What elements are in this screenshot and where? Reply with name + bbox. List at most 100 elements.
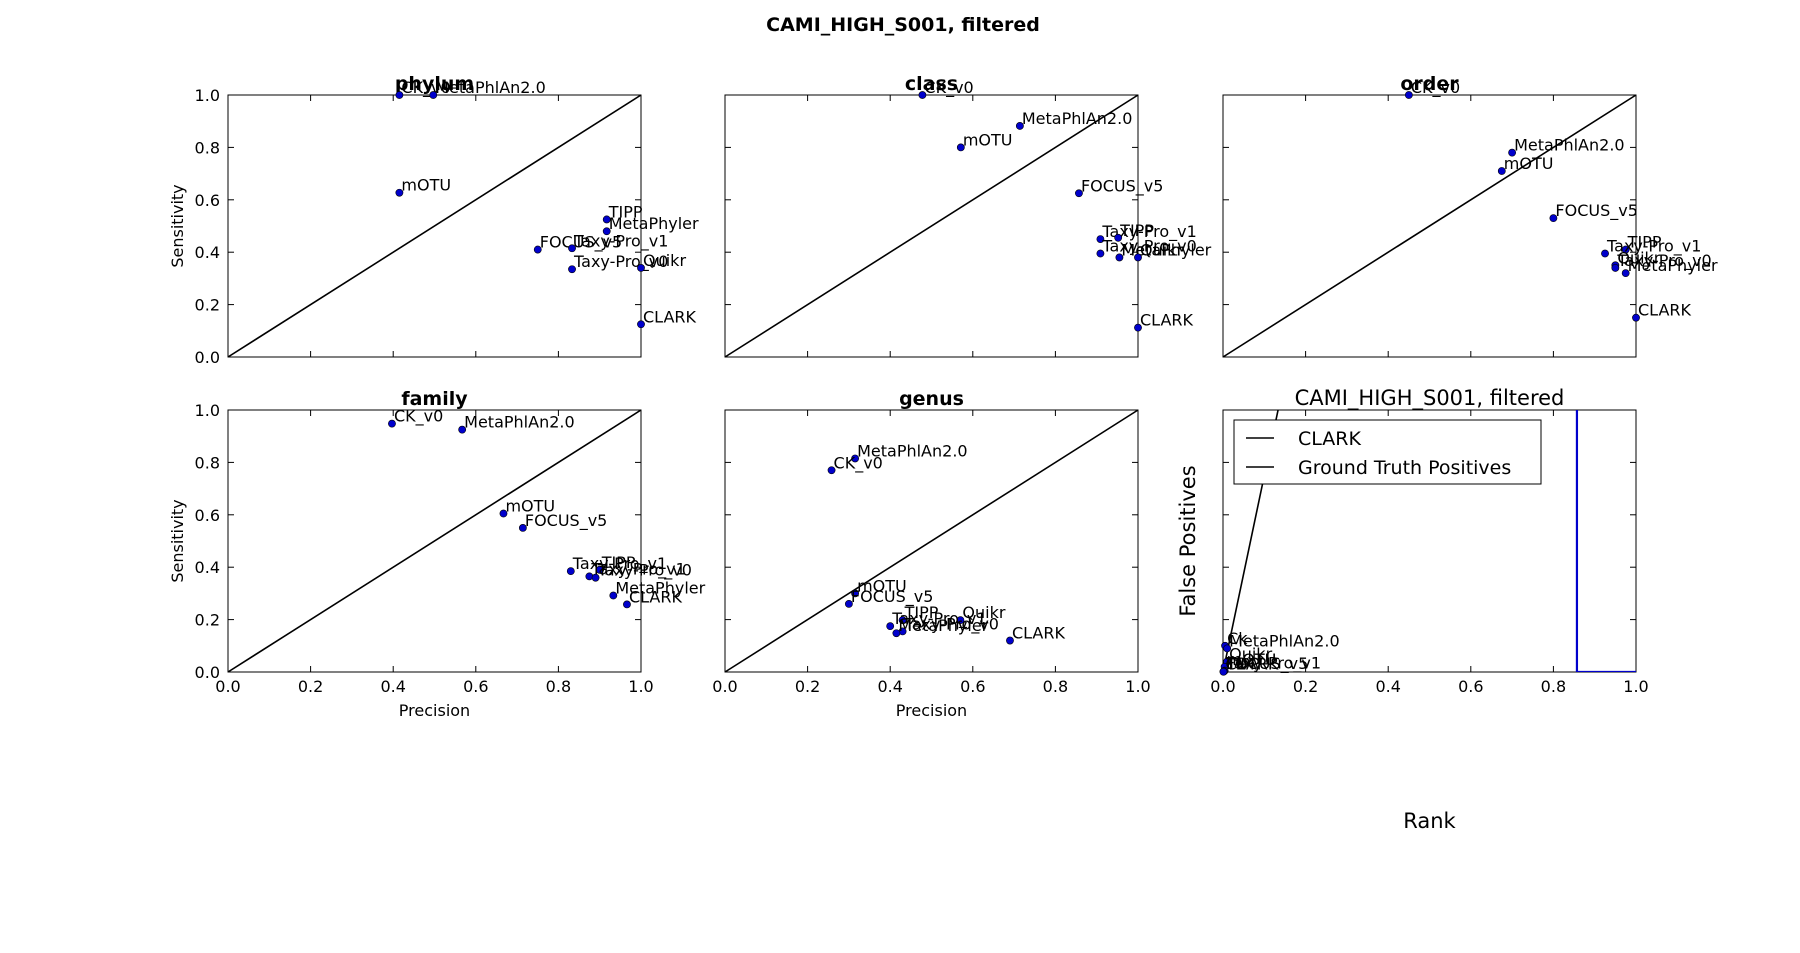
x-tick-label: 0.6 (960, 677, 985, 696)
point-label: FOCUS_v5 (540, 233, 622, 253)
point-label: Taxy-Pro_v0 (1616, 251, 1711, 271)
x-axis-label: Precision (896, 701, 967, 720)
data-point (1621, 269, 1630, 278)
data-point (1223, 644, 1232, 653)
point-label: Taxy-Pro_v1 (590, 559, 685, 579)
data-point (1497, 167, 1506, 175)
point-label: MetaPhlAn2.0 (435, 78, 546, 97)
data-point (395, 91, 404, 99)
point-label: MetaPhyler (1121, 240, 1211, 259)
data-point (499, 509, 508, 518)
point-label: Taxy-Pro_v1 (573, 231, 668, 251)
point-label: Quikr (1617, 248, 1660, 267)
point-label: Taxy-Pro_v1 (1226, 654, 1321, 674)
point-label: CK_v0 (394, 407, 443, 427)
diagonal-line (227, 94, 642, 358)
point-label: TIPP (601, 553, 636, 572)
point-label: MetaPhlAn2.0 (464, 413, 575, 432)
data-point (395, 188, 404, 197)
y-tick-label: 1.0 (195, 86, 220, 105)
x-tick-label: 0.2 (1293, 677, 1318, 696)
point-label: TIPP (904, 603, 939, 622)
data-point (1219, 667, 1228, 676)
x-tick-label: 0.2 (298, 677, 323, 696)
point-label: CLARK (1012, 624, 1066, 643)
data-point (429, 91, 438, 99)
point-label: MetaPhyler (615, 578, 705, 597)
point-label: MetaPhlAn2.0 (1022, 109, 1133, 128)
point-label: MetaPhyler (898, 616, 988, 635)
chart-title: class (905, 73, 958, 95)
point-label: FOCUS_v5 (1555, 201, 1637, 221)
point-label: CK_v0 (1411, 78, 1460, 98)
point-label: FOCUS_v5 (1081, 176, 1163, 196)
data-point (1611, 264, 1620, 272)
point-label: mOTU (857, 576, 907, 595)
y-tick-label: 0.2 (195, 611, 220, 630)
legend: CLARK Ground Truth Positives (1233, 419, 1542, 485)
data-point (1508, 148, 1516, 157)
point-label: TIPP (1119, 221, 1154, 240)
data-point (1404, 91, 1413, 99)
y-tick-label: 0.4 (195, 558, 220, 577)
data-point (458, 425, 467, 434)
point-label: Taxy-Pro_v0 (904, 614, 999, 634)
plot-frame (227, 409, 642, 673)
point-label: Taxy-Pro_v0 (1101, 237, 1196, 257)
chart-1: phylum 0.0 0.2 0.4 0.6 0.8 1.0 Sensitivity CK_v0… (168, 73, 699, 367)
data-point (827, 466, 836, 475)
point-label: Ck (1227, 629, 1248, 648)
data-point (1134, 253, 1142, 262)
legend-box (1233, 419, 1542, 485)
point-label: mOTU (1227, 650, 1277, 669)
x-tick-label: 0.4 (380, 677, 405, 696)
y-tick-label: 0.6 (195, 191, 220, 210)
data-point (591, 573, 600, 582)
chart-4: family 0.00.0 0.2 0.2 0.4 0.4 0.6 0.6 0.8 0.8 1.0 1… (168, 388, 706, 720)
data-point (568, 265, 576, 274)
diagonal-line (1222, 94, 1637, 358)
plot-frame (724, 409, 1139, 673)
data-point (1601, 249, 1609, 258)
data-point (1096, 249, 1105, 258)
plot-frame (1222, 94, 1637, 358)
point-label: mOTU (401, 176, 451, 195)
figure-title: CAMI_HIGH_S001, filtered (766, 14, 1040, 36)
x-tick-label: 0.0 (712, 677, 737, 696)
data-point (918, 91, 927, 99)
x-tick-label: 0.4 (877, 677, 902, 696)
legend-label: CLARK (1298, 428, 1361, 450)
chart-title: CAMI_HIGH_S001, filtered (1295, 386, 1565, 411)
y-tick-label: 0.4 (195, 243, 220, 262)
chart-6: CAMI_HIGH_S001, filtered 0.0 0.2 0.4 0.6 0.8 1… (1176, 386, 1649, 833)
point-label: CLARK (643, 307, 697, 326)
chart-5: genus 0.0 0.2 0.4 0.6 0.8 1.0 Precision MetaPhlA… (712, 388, 1150, 720)
y-tick-label: 0.8 (195, 453, 220, 472)
point-label: Taxy-Pro_v1 (572, 554, 667, 574)
x-tick-label: 0.0 (215, 677, 240, 696)
x-axis-label: Rank (1403, 809, 1456, 833)
point-label: MetaPhlAn2.0 (1229, 631, 1340, 650)
point-label: Taxy-Pro_v1 (891, 609, 986, 629)
y-axis-label: Sensitivity (168, 499, 187, 582)
point-label: Taxy-Pro_v1 (1101, 222, 1196, 242)
point-label: CK_v0 (834, 453, 883, 473)
data-point (533, 245, 542, 254)
data-point (1621, 245, 1630, 254)
x-tick-label: 0.0 (1210, 677, 1235, 696)
y-tick-label: 0.2 (195, 296, 220, 315)
data-point (1096, 235, 1105, 243)
point-label: MetaPhyler (609, 214, 699, 233)
point-label: FOCUS_v5 (525, 511, 607, 531)
point-label: CK_v0 (924, 78, 973, 98)
x-tick-label: 0.4 (1375, 677, 1400, 696)
point-label: mOTU (963, 130, 1013, 149)
plot-frame (1222, 409, 1637, 673)
y-tick-label: 0.0 (195, 663, 220, 682)
diagonal-line (724, 94, 1139, 358)
y-tick-label: 1.0 (195, 401, 220, 420)
x-tick-label: 0.8 (1043, 677, 1068, 696)
data-point (609, 591, 618, 600)
point-label: MetaPhlAn2.0 (857, 441, 968, 460)
data-point (388, 419, 396, 428)
